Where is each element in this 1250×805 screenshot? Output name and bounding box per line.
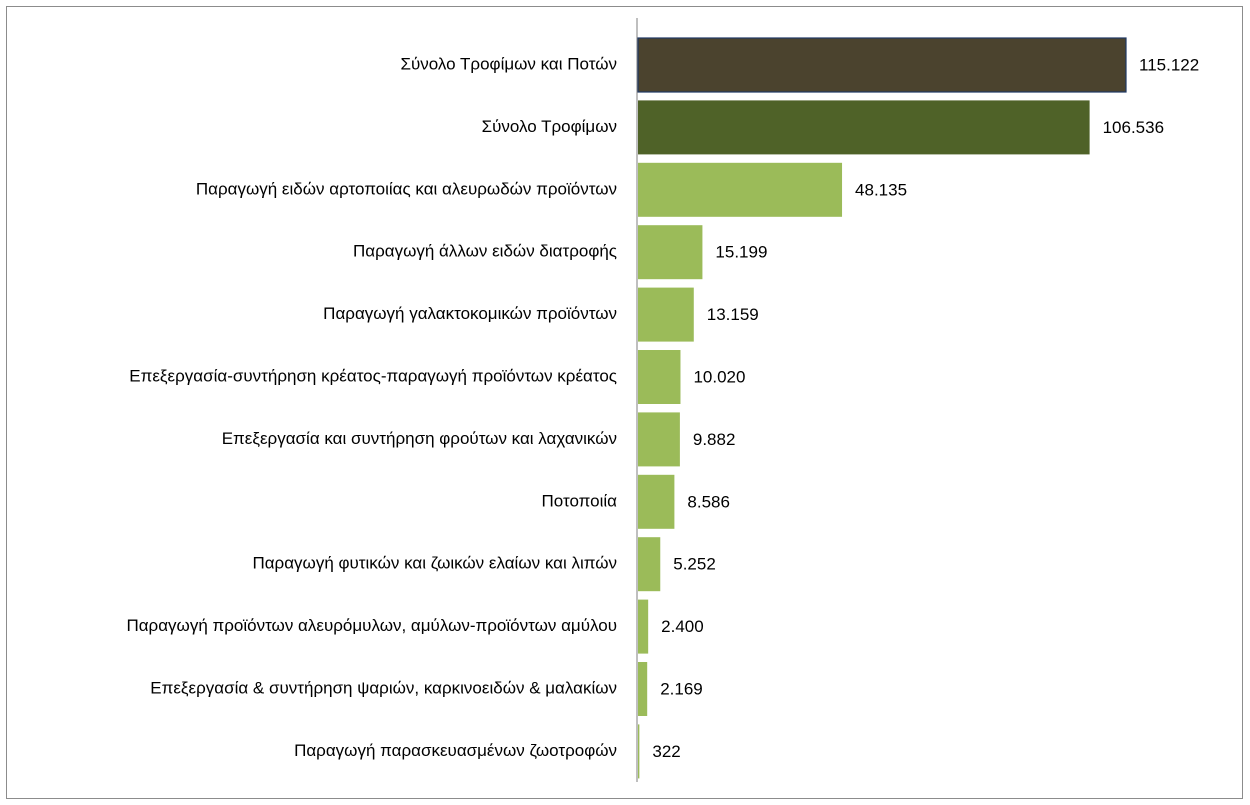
bar-4 xyxy=(638,225,703,280)
bar-11 xyxy=(638,662,648,716)
value-label-7: 9.882 xyxy=(693,430,736,449)
value-label-1: 115.122 xyxy=(1139,55,1199,74)
category-label-8: Ποτοποιία xyxy=(541,491,617,510)
bar-6 xyxy=(638,350,681,404)
value-label-2: 106.536 xyxy=(1103,118,1164,137)
bar-7 xyxy=(638,412,680,467)
bar-2 xyxy=(638,100,1090,155)
value-label-11: 2.169 xyxy=(660,679,703,698)
bar-10 xyxy=(638,599,649,654)
bar-3 xyxy=(638,162,843,217)
category-label-7: Επεξεργασία και συντήρηση φρούτων και λα… xyxy=(222,429,617,448)
value-label-4: 15.199 xyxy=(715,243,767,262)
category-label-2: Σύνολο Τροφίμων xyxy=(482,117,617,136)
category-label-11: Επεξεργασία & συντήρηση ψαριών, καρκινοε… xyxy=(150,678,617,697)
category-label-12: Παραγωγή παρασκευασμένων ζωοτροφών xyxy=(294,741,617,760)
category-label-6: Επεξεργασία-συντήρηση κρέατος-παραγωγή π… xyxy=(129,366,617,385)
value-label-10: 2.400 xyxy=(661,617,704,636)
bar-8 xyxy=(638,474,675,529)
category-label-9: Παραγωγή φυτικών και ζωικών ελαίων και λ… xyxy=(252,554,617,573)
bar-12 xyxy=(638,724,640,779)
value-label-9: 5.252 xyxy=(673,555,716,574)
bars-layer xyxy=(637,37,1127,779)
category-label-1: Σύνολο Τροφίμων και Ποτών xyxy=(400,54,617,73)
value-label-5: 13.159 xyxy=(707,305,759,324)
bar-9 xyxy=(638,537,661,592)
value-label-3: 48.135 xyxy=(855,180,907,199)
bar-1 xyxy=(637,37,1127,93)
value-label-6: 10.020 xyxy=(693,367,745,386)
category-label-4: Παραγωγή άλλων ειδών διατροφής xyxy=(353,242,617,261)
category-label-3: Παραγωγή ειδών αρτοποιίας και αλευρωδών … xyxy=(196,179,617,198)
category-label-10: Παραγωγή προϊόντων αλευρόμυλων, αμύλων-π… xyxy=(126,616,617,635)
value-label-8: 8.586 xyxy=(687,492,730,511)
labels-layer: Σύνολο Τροφίμων και Ποτών 115.122 Σύνολο Τ… xyxy=(126,54,1199,760)
bar-5 xyxy=(638,287,694,342)
value-label-12: 322 xyxy=(652,742,680,761)
category-label-5: Παραγωγή γαλακτοκομικών προϊόντων xyxy=(323,304,617,323)
